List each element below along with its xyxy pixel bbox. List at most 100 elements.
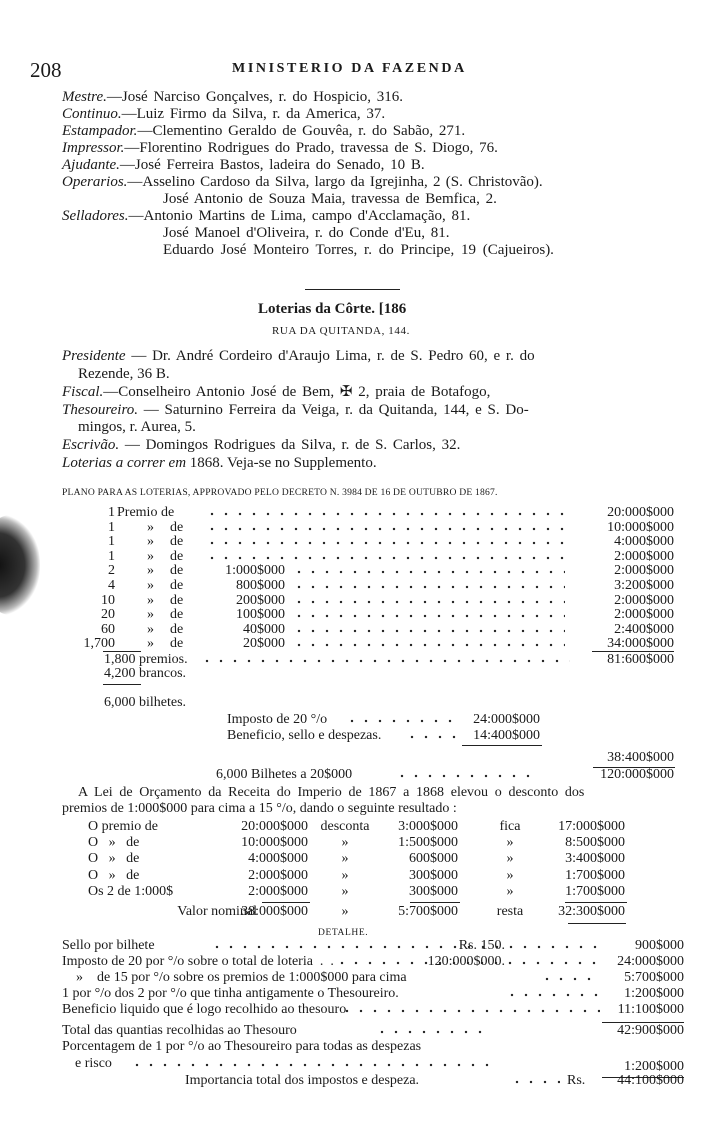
ditto-mark: » <box>147 607 154 623</box>
operator: » <box>506 835 514 851</box>
prize-amount: 1:000$000 <box>225 563 285 579</box>
row-label: Os 2 de 1:000$ <box>88 883 174 899</box>
section-divider <box>305 289 400 290</box>
rule <box>262 902 310 903</box>
row-label: O » de <box>88 851 140 867</box>
person: — Domingos Rodrigues da Silva, r. de S. … <box>119 437 461 453</box>
person: —José Ferreira Bastos, ladeira do Senado… <box>119 157 425 173</box>
officer-entry: Escrivão. — Domingos Rodrigues da Silva,… <box>62 437 460 454</box>
prize-quantity: 4 <box>108 578 115 593</box>
role: Fiscal. <box>62 384 104 400</box>
prize-quantity: 1 <box>108 505 115 520</box>
staff-entry: Operarios.—Asselino Cardoso da Silva, la… <box>62 174 543 191</box>
person: —Conselheiro Antonio José de Bem, ✠ 2, p… <box>103 384 491 400</box>
grand-total-label: Importancia total dos impostos e despeza… <box>185 1073 420 1088</box>
dot-leader <box>205 554 565 561</box>
schedule-label: Loterias a correr em <box>62 455 187 471</box>
ditto-mark: » <box>147 563 154 579</box>
prize-amount: 2:000$000 <box>248 867 308 883</box>
running-title: MINISTERIO DA FAZENDA <box>232 61 467 76</box>
dot-leader <box>540 976 600 982</box>
detail-value: 11:100$000 <box>617 1002 684 1017</box>
benefit-value: 14:400$000 <box>473 728 540 743</box>
prize-amount: 4:000$000 <box>248 851 308 867</box>
ditto-mark: » <box>147 578 154 593</box>
person: Eduardo José Monteiro Torres, r. do Prin… <box>163 242 554 258</box>
prize-quantity: 1 <box>108 548 115 564</box>
person: — Dr. André Cordeiro d'Araujo Lima, r. d… <box>125 348 535 364</box>
detail-value: 1:200$000 <box>624 986 684 1001</box>
role: Operarios. <box>62 174 128 190</box>
detail-label: 1 por °/o dos 2 por °/o que tinha antiga… <box>62 986 399 1001</box>
role: Estampador. <box>62 123 138 139</box>
row-label: O » de <box>88 867 140 883</box>
rule <box>103 651 141 652</box>
dot-leader <box>292 627 565 634</box>
role: Mestre. <box>62 89 107 105</box>
prize-total: 2:000$000 <box>614 592 674 608</box>
rule <box>602 1022 684 1023</box>
law-paragraph-line: premios de 1:000$000 para cima a 15 °/o,… <box>62 801 457 816</box>
discount-amount: 1:500$000 <box>398 835 458 851</box>
dot-leader <box>395 773 535 779</box>
rule <box>410 902 460 903</box>
dot-leader <box>210 944 600 950</box>
detail-value: 900$000 <box>635 938 684 953</box>
operator: » <box>506 883 514 899</box>
total-value: 42:900$000 <box>617 1023 684 1038</box>
prize-total: 2:000$000 <box>614 563 674 579</box>
dot-leader <box>510 1079 560 1085</box>
person: —Florentino Rodrigues do Prado, travessa… <box>124 140 498 156</box>
net-amount: 8:500$000 <box>565 835 625 851</box>
officer-continuation: mingos, r. Aurea, 5. <box>78 419 196 435</box>
prize-total: 34:000$000 <box>607 636 674 652</box>
prize-total: 3:200$000 <box>614 578 674 593</box>
prize-quantity: 60 <box>101 621 115 637</box>
law-paragraph-line: A Lei de Orçamento da Receita do Imperio… <box>78 785 585 800</box>
net-amount: 3:400$000 <box>565 851 625 867</box>
staff-entry: Ajudante.—José Ferreira Bastos, ladeira … <box>62 157 425 174</box>
detail-label: Imposto de 20 por °/o sobre o total de l… <box>62 954 334 969</box>
dot-leader <box>292 569 565 576</box>
commission-label-cont: e risco <box>75 1056 112 1071</box>
net-amount: 1:700$000 <box>565 867 625 883</box>
detail-label: » de 15 por °/o sobre os premios de 1:00… <box>62 970 407 985</box>
gross-label: 6,000 Bilhetes a 20$000 <box>216 767 353 782</box>
rule <box>103 684 141 685</box>
rule <box>565 902 627 903</box>
section-address: RUA DA QUITANDA, 144. <box>272 325 410 337</box>
dot-leader <box>340 1008 600 1014</box>
prize-total: 2:000$000 <box>614 607 674 623</box>
discount-amount: 3:000$000 <box>398 819 458 834</box>
detail-value: 5:700$000 <box>624 970 684 985</box>
net-amount: 32:300$000 <box>558 904 625 919</box>
role: Ajudante. <box>62 157 120 173</box>
commission-label: Porcentagem de 1 por °/o ao Thesoureiro … <box>62 1039 422 1054</box>
role: Presidente <box>62 348 126 364</box>
rule <box>593 767 675 768</box>
operator: » <box>341 835 349 851</box>
dot-leader <box>292 613 565 620</box>
grand-total-currency: Rs. <box>567 1073 586 1088</box>
operator: fica <box>499 819 521 834</box>
operator: » <box>341 867 349 883</box>
prize-label: de <box>170 592 184 608</box>
net-amount: 1:700$000 <box>565 883 625 899</box>
commission-value: 1:200$000 <box>624 1059 684 1074</box>
page-number: 208 <box>30 58 62 82</box>
grand-total-value: 44:100$000 <box>617 1073 684 1088</box>
row-label: O » de <box>88 835 140 851</box>
dot-leader <box>505 992 600 998</box>
schedule-text: 1868. Veja-se no Supplemento. <box>186 455 377 471</box>
rule <box>568 923 626 924</box>
staff-entry: Eduardo José Monteiro Torres, r. do Prin… <box>163 242 554 259</box>
officer-continuation: Rezende, 36 B. <box>78 366 170 382</box>
prize-amount: 200$000 <box>236 592 285 608</box>
prize-label: de <box>170 621 184 637</box>
ditto-mark: » <box>147 519 154 535</box>
role: Impressor. <box>62 140 125 156</box>
prize-quantity: 20 <box>101 607 115 623</box>
deductions-total: 38:400$000 <box>607 750 674 765</box>
operator: » <box>506 867 514 883</box>
discount-amount: 300$000 <box>409 883 458 899</box>
